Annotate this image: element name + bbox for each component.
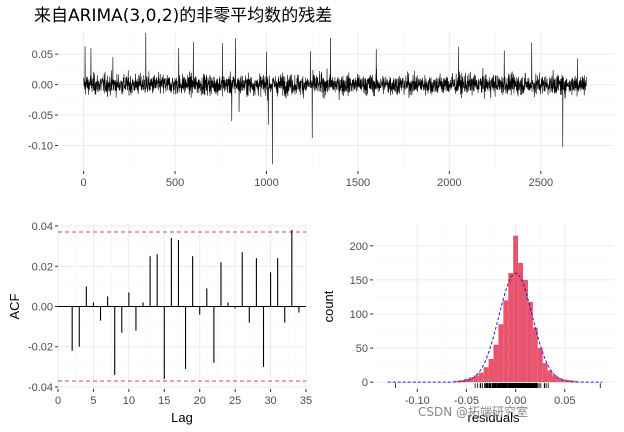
histogram-bar [527,301,533,383]
histogram-bar [483,367,489,383]
y-tick-label: 0.04 [32,221,53,233]
histogram-bar [463,378,469,383]
histogram-bar [488,359,494,383]
histogram-bar [508,273,514,383]
figure-title: 来自ARIMA(3,0,2)的非零平均数的残差 [34,6,332,26]
histogram-bar [532,327,538,383]
x-tick-label: -0.05 [454,395,479,407]
x-tick-label: 0 [55,395,61,407]
y-tick-label: 100 [350,309,368,321]
histogram-bar [498,324,504,383]
residual-line [83,32,587,165]
y-tick-label: 0.05 [32,49,53,61]
histogram-bar [493,344,499,383]
histogram-bar [547,370,553,383]
histogram-bar [557,378,563,383]
x-tick-label: 2000 [437,177,461,189]
x-tick-label: 30 [264,395,276,407]
x-tick-label: 25 [229,395,241,407]
acf-panel: 0 5 10 15 20 25 30 35 -0.04 -0.02 0.00 0.02 0.04 Lag A… [7,221,312,425]
x-axis-title: residuals [467,410,520,425]
x-tick-label: 10 [123,395,135,407]
y-tick-label: -0.04 [28,382,53,394]
x-tick-label: 0.00 [505,395,526,407]
histogram-bar [478,372,484,383]
x-axis-title: Lag [171,410,193,425]
x-tick-label: 500 [166,177,184,189]
y-tick-label: 0 [362,377,368,389]
histogram-bar [542,363,548,383]
y-tick-label: 50 [356,343,368,355]
y-tick-label: 150 [350,275,368,287]
y-tick-label: -0.02 [28,342,53,354]
watermark: CSDN @拓端研究室 [418,404,528,419]
histogram-bar [468,377,474,383]
histogram-bar [523,279,528,383]
histogram-bar [503,300,509,383]
residual-series-panel: 0 500 1000 1500 2000 2500 -0.10 -0.05 0.00 0.05 [28,31,614,189]
y-tick-label: -0.10 [28,140,53,152]
y-tick-label: 0.00 [32,302,53,314]
histogram-bar [513,235,519,383]
histogram-bar [537,348,543,383]
histogram-bar [473,375,479,383]
histogram-panel: -0.10 -0.05 0.00 0.05 0 50 100 150 200 residuals c… [321,224,614,425]
x-tick-label: 5 [90,395,96,407]
histogram-bar [518,262,524,383]
x-tick-label: 0.05 [554,395,575,407]
y-axis-title: ACF [7,293,22,319]
histogram-bar [567,380,573,383]
x-tick-label: 1000 [254,177,278,189]
histogram-bar [459,380,464,383]
x-tick-label: 20 [194,395,206,407]
y-tick-label: 200 [350,241,368,253]
panel-background [58,31,614,171]
x-tick-label: -0.10 [405,395,430,407]
x-tick-label: 35 [300,395,312,407]
x-tick-label: 15 [158,395,170,407]
density-curve [387,272,603,383]
y-tick-label: 0.00 [32,80,53,92]
y-tick-label: 0.02 [32,261,53,273]
y-axis-title: count [321,290,336,322]
histogram-bar [552,375,558,383]
x-tick-label: 2500 [529,177,553,189]
x-tick-label: 0 [81,177,87,189]
histogram-bar [572,380,578,383]
histogram-bar [454,380,460,383]
y-tick-label: -0.05 [28,110,53,122]
histogram-bar [562,379,568,383]
x-tick-label: 1500 [346,177,370,189]
